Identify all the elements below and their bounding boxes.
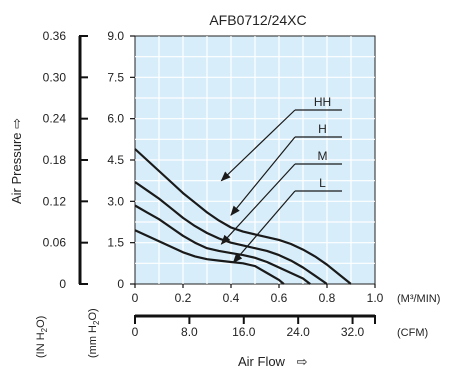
curve-label-hh: HH [314, 95, 331, 109]
x-axis-cfm-tick-label: 32.0 [341, 325, 365, 339]
x-axis-title-arrow-icon: ⇨ [297, 354, 308, 369]
x-axis-m3-tick-label: 0.6 [271, 291, 288, 305]
x-axis-m3-tick-label: 1.0 [367, 291, 384, 305]
y-axis-mm-tick-label: 0 [117, 277, 124, 291]
y-axis-in-unit-end: O) [35, 316, 47, 328]
curve-label-l: L [319, 176, 326, 190]
y-axis-inch-h2o: 0 0.06 0.12 0.18 0.24 0.30 0.36 [43, 29, 88, 291]
y-axis-mm-unit-main: (mm H [87, 325, 99, 358]
x-axis-cfm-tick-label: 0 [132, 325, 139, 339]
y-axis-title-arrow-icon: ⇨ [9, 118, 24, 129]
curve-h [134, 181, 328, 285]
y-axis-in-tick-label: 0.36 [43, 29, 67, 43]
curve-pointer-arrow [220, 109, 296, 182]
x-axis-m3-per-min: 0 0.2 0.4 0.6 0.8 1.0 [132, 284, 384, 305]
y-axis-in-tick-label: 0.18 [43, 153, 67, 167]
x-axis-title-text: Air Flow [238, 354, 286, 369]
curve-pointer-arrow [220, 163, 296, 245]
x-axis-m3-tick-label: 0.2 [175, 291, 192, 305]
y-axis-mm-unit-sub: 2 [92, 320, 101, 325]
y-axis-mm-tick-label: 7.5 [107, 70, 124, 84]
y-axis-mm-tick-label: 6.0 [107, 112, 124, 126]
curve-pointer-arrow [232, 190, 296, 264]
y-axis-in-tick-label: 0.12 [43, 194, 67, 208]
y-axis-mm-tick-label: 4.5 [107, 153, 124, 167]
y-axis-mm-tick-label: 9.0 [107, 29, 124, 43]
curve-m [134, 204, 311, 285]
chart-title: AFB0712/24XC [209, 12, 306, 28]
y-axis-in-tick-label: 0.30 [43, 70, 67, 84]
y-axis-in-unit-main: (IN H [35, 332, 47, 358]
grid-lines [135, 36, 375, 284]
x-axis-m3-tick-label: 0.8 [319, 291, 336, 305]
x-axis-cfm-tick-label: 16.0 [232, 325, 256, 339]
y-axis-title-text: Air Pressure [9, 132, 24, 204]
curve-label-h: H [318, 122, 327, 136]
x-axis-m3-tick-label: 0 [132, 291, 139, 305]
x-axis-m3-tick-label: 0.4 [223, 291, 240, 305]
curve-label-m: M [318, 149, 328, 163]
curve-l [134, 229, 285, 285]
y-axis-in-tick-label: 0.24 [43, 112, 67, 126]
y-axis-mm-unit-end: O) [87, 308, 99, 320]
y-axis-title: Air Pressure ⇨ [9, 118, 24, 204]
y-axis-in-unit-sub: 2 [40, 327, 49, 332]
y-axis-mm-h2o: 0 1.5 3.0 4.5 6.0 7.5 9.0 [107, 29, 135, 291]
y-axis-mm-unit-label: (mm H2O) [87, 308, 101, 358]
y-axis-in-tick-label: 0.06 [43, 236, 67, 250]
x-axis-title: Air Flow ⇨ [238, 354, 308, 369]
x-axis-unit-cfm: (CFM) [397, 327, 428, 339]
x-axis-cfm-tick-label: 24.0 [286, 325, 310, 339]
y-axis-in-unit-label: (IN H2O) [35, 316, 49, 358]
y-axis-mm-tick-label: 3.0 [107, 194, 124, 208]
curve-pointer-arrow [230, 136, 296, 216]
x-axis-cfm-tick-label: 8.0 [181, 325, 198, 339]
y-axis-mm-tick-label: 1.5 [107, 236, 124, 250]
x-axis-cfm: 0 8.0 16.0 24.0 32.0 [132, 314, 376, 339]
x-axis-unit-m3min: (M³/MIN) [397, 293, 440, 305]
y-axis-in-tick-label: 0 [59, 277, 66, 291]
curve-hh [134, 148, 352, 285]
curve-group [134, 148, 352, 285]
